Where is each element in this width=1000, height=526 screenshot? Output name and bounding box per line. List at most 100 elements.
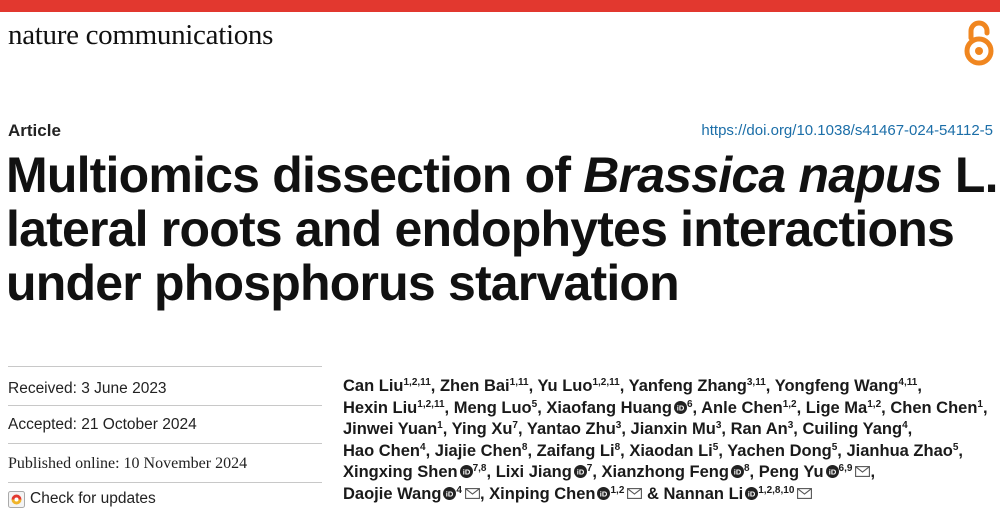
author-affiliation: 5 <box>831 441 838 453</box>
divider <box>8 366 322 367</box>
author-name-text: Yanfeng Zhang <box>628 377 747 395</box>
mail-icon[interactable] <box>797 487 813 499</box>
author-name[interactable]: Nannan Li iD 1,2,8,10 <box>663 484 813 503</box>
author-name[interactable]: Ran An3, <box>730 420 798 438</box>
author-name-text: Jiajie Chen <box>434 441 522 460</box>
author-affiliation: 5 <box>712 441 719 453</box>
orcid-icon[interactable]: iD <box>673 400 687 414</box>
author-name[interactable]: Jinwei Yuan1, <box>343 420 448 438</box>
author-name-text: Yachen Dong <box>727 441 832 460</box>
check-for-updates-button[interactable]: Check for updates <box>8 490 156 508</box>
author-name[interactable]: Xingxing Shen iD 7,8, <box>343 463 492 481</box>
published-date: Published online: 10 November 2024 <box>8 455 248 472</box>
check-updates-icon <box>8 490 25 508</box>
author-name[interactable]: Yongfeng Wang4,11, <box>774 377 922 395</box>
author-affiliation: 8 <box>743 463 750 474</box>
svg-text:iD: iD <box>462 467 470 476</box>
orcid-icon[interactable]: iD <box>573 465 587 478</box>
author-name-text: Yantao Zhu <box>526 420 616 438</box>
orcid-icon[interactable]: iD <box>745 486 759 500</box>
author-name[interactable]: Yu Luo1,2,11, <box>537 377 625 395</box>
author-name-text: Zhen Bai <box>439 377 510 395</box>
orcid-icon[interactable]: iD <box>825 465 839 478</box>
author-name[interactable]: Xiaodan Li5, <box>629 441 723 460</box>
author-name-text: Ran An <box>730 420 788 438</box>
author-affiliation: 3,11 <box>746 377 766 388</box>
author-name[interactable]: Jianxin Mu3, <box>630 420 726 438</box>
author-name-text: Xiaofang Huang <box>546 398 672 417</box>
author-name[interactable]: Xianzhong Feng iD 8, <box>601 463 755 481</box>
author-name[interactable]: Jiajie Chen8, <box>434 441 533 460</box>
author-name[interactable]: Hexin Liu1,2,11, <box>343 398 450 417</box>
author-name[interactable]: Yachen Dong5, <box>727 441 842 460</box>
author-name-text: Lixi Jiang <box>495 463 572 481</box>
author-list: Can Liu1,2,11, Zhen Bai1,11, Yu Luo1,2,1… <box>343 377 988 503</box>
title-part-1: Multiomics dissection of <box>6 147 584 203</box>
author-name[interactable]: Lixi Jiang iD 7, <box>495 463 597 481</box>
author-name[interactable]: Ying Xu7, <box>451 420 523 438</box>
author-name-text: Peng Yu <box>758 463 824 481</box>
author-name-text: Hao Chen <box>343 441 421 460</box>
divider <box>8 482 322 483</box>
author-name[interactable]: Can Liu1,2,11, <box>343 377 436 395</box>
author-name[interactable]: Meng Luo5, <box>453 398 542 417</box>
author-name[interactable]: Xinping Chen iD 1,2 <box>489 485 643 503</box>
author-affiliation: 4 <box>902 420 908 431</box>
author-affiliation: 1,2,8,10 <box>758 484 795 496</box>
author-name-text: Xingxing Shen <box>343 463 458 481</box>
check-updates-label: Check for updates <box>30 490 156 507</box>
author-name[interactable]: Yantao Zhu3, <box>526 420 626 438</box>
author-name-text: Nannan Li <box>663 484 744 503</box>
author-name-text: Hexin Liu <box>343 398 418 417</box>
mail-icon[interactable] <box>855 466 871 477</box>
svg-text:iD: iD <box>748 489 756 498</box>
mail-icon[interactable] <box>627 487 643 499</box>
author-affiliation: 7 <box>586 463 593 474</box>
author-affiliation: 1,2,11 <box>403 377 431 388</box>
orcid-icon[interactable]: iD <box>443 486 457 500</box>
author-name[interactable]: Daojie Wang iD 4, <box>343 484 485 503</box>
mail-icon[interactable] <box>465 487 480 499</box>
author-affiliation: 6,9 <box>838 463 853 474</box>
doi-link[interactable]: https://doi.org/10.1038/s41467-024-54112… <box>701 122 993 139</box>
received-date: Received: 3 June 2023 <box>8 380 167 397</box>
author-name[interactable]: Cuiling Yang4, <box>802 420 913 438</box>
author-affiliation: 3 <box>787 420 794 431</box>
author-name[interactable]: Xiaofang Huang iD 6, <box>546 398 698 417</box>
author-name-text: Ying Xu <box>451 420 513 438</box>
author-affiliation: 1 <box>437 420 443 431</box>
author-name[interactable]: Jianhua Zhao5, <box>846 441 963 460</box>
author-name[interactable]: Hao Chen4, <box>343 441 431 460</box>
title-species: Brassica napus <box>583 147 942 203</box>
author-affiliation: 7,8 <box>472 463 487 474</box>
orcid-icon[interactable]: iD <box>597 486 611 500</box>
top-accent-bar <box>0 0 1000 12</box>
author-affiliation: 8 <box>614 441 621 453</box>
author-name[interactable]: Chen Chen1, <box>890 398 988 417</box>
author-affiliation: 5 <box>531 398 538 410</box>
author-affiliation: 1,2,11 <box>417 398 445 410</box>
orcid-icon[interactable]: iD <box>459 465 473 478</box>
author-name[interactable]: Peng Yu iD 6,9, <box>758 463 876 481</box>
accepted-date: Accepted: 21 October 2024 <box>8 416 197 433</box>
article-title: Multiomics dissection of Brassica napus … <box>6 148 998 310</box>
author-name[interactable]: Yanfeng Zhang3,11, <box>628 377 771 395</box>
open-access-icon <box>964 20 994 66</box>
author-name-text: Yongfeng Wang <box>774 377 899 395</box>
author-name[interactable]: Zaifang Li8, <box>536 441 625 460</box>
author-name[interactable]: Lige Ma1,2, <box>805 398 886 417</box>
author-name[interactable]: Zhen Bai1,11, <box>439 377 534 395</box>
author-affiliation: 7 <box>512 420 518 431</box>
author-affiliation: 1 <box>977 398 983 410</box>
svg-text:iD: iD <box>734 467 742 476</box>
author-name-text: Anle Chen <box>701 398 783 417</box>
author-name-text: Jinwei Yuan <box>343 420 438 438</box>
title-line-2: lateral roots and endophytes interaction… <box>6 201 955 257</box>
svg-text:iD: iD <box>677 403 685 412</box>
author-name-text: Xiaodan Li <box>629 441 713 460</box>
author-name[interactable]: Anle Chen1,2, <box>701 398 802 417</box>
article-type: Article <box>8 121 61 140</box>
orcid-icon[interactable]: iD <box>730 465 744 478</box>
author-affiliation: 3 <box>715 420 722 431</box>
author-name-text: Can Liu <box>343 377 404 395</box>
